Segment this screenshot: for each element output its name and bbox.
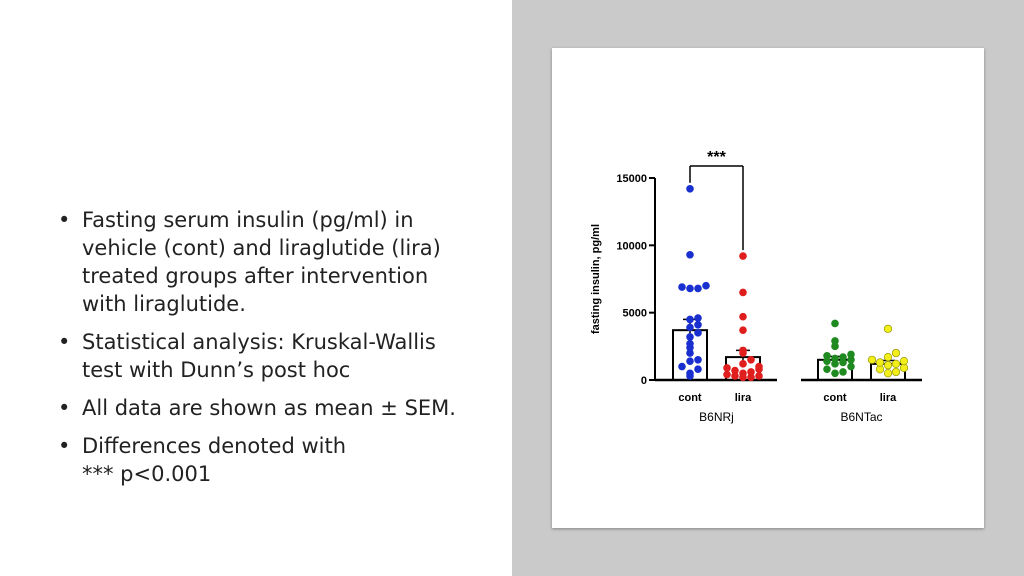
y-tick-label: 5000 <box>623 308 647 320</box>
bullet-item: Differences denoted with *** p<0.001 <box>58 432 478 488</box>
data-point <box>739 312 747 321</box>
y-tick-label: 15000 <box>616 173 647 185</box>
data-point <box>686 315 694 324</box>
data-point <box>723 370 731 379</box>
data-point <box>875 358 885 367</box>
data-point <box>686 349 694 357</box>
data-point <box>847 350 855 359</box>
data-point <box>686 333 694 341</box>
data-point <box>739 288 747 297</box>
data-point <box>686 323 694 332</box>
data-point <box>831 342 839 351</box>
x-tick-label: lira <box>735 392 752 404</box>
data-point <box>731 372 739 380</box>
data-point <box>891 359 901 368</box>
data-point <box>755 362 763 371</box>
bullet-item: All data are shown as mean ± SEM. <box>58 394 478 422</box>
data-point <box>739 326 747 334</box>
data-point <box>831 337 839 345</box>
data-point <box>839 353 847 361</box>
data-point <box>883 361 893 370</box>
data-point <box>686 339 694 348</box>
data-point <box>731 366 739 375</box>
data-point <box>891 367 901 377</box>
y-tick-label: 10000 <box>616 240 647 252</box>
data-point <box>694 329 702 337</box>
data-point <box>823 357 831 365</box>
bullet-item: Statistical analysis: Kruskal-Wallis tes… <box>58 328 478 384</box>
data-point <box>847 356 855 364</box>
data-point <box>831 369 839 378</box>
x-tick-label: lira <box>880 392 897 404</box>
text-panel: Fasting serum insulin (pg/ml) in vehicle… <box>0 0 512 576</box>
x-tick-label: cont <box>823 392 847 404</box>
chart-card: 0 5000 10000 15000 fasting insulin, pg/ml B6N… <box>552 48 984 528</box>
data-point <box>883 353 893 362</box>
data-point <box>747 373 755 382</box>
data-point <box>678 362 686 371</box>
data-point <box>739 369 747 378</box>
data-point <box>694 314 702 322</box>
group-label: B6NRj <box>699 410 734 424</box>
data-point <box>686 184 694 193</box>
data-point <box>686 284 694 293</box>
y-tick-label: 0 <box>641 375 647 387</box>
data-point <box>686 250 694 259</box>
data-point <box>739 252 747 260</box>
x-tick-label: cont <box>678 392 702 404</box>
data-point <box>686 369 694 378</box>
bullet-list: Fasting serum insulin (pg/ml) in vehicle… <box>58 206 478 498</box>
data-point <box>823 365 831 374</box>
data-point <box>839 368 847 376</box>
data-point <box>839 358 847 367</box>
data-point <box>739 346 747 355</box>
data-point <box>723 364 731 372</box>
group-label: B6NTac <box>840 410 882 424</box>
data-point <box>755 372 763 380</box>
data-point <box>686 357 694 365</box>
insulin-chart: 0 5000 10000 15000 fasting insulin, pg/ml B6N… <box>590 149 922 424</box>
data-point <box>694 284 702 293</box>
data-point <box>883 324 893 333</box>
data-point <box>823 351 831 360</box>
data-point <box>847 362 855 371</box>
data-point <box>747 368 755 376</box>
data-point <box>678 283 686 291</box>
data-point <box>867 355 877 364</box>
significance-label: *** <box>707 149 726 166</box>
data-point <box>883 369 893 378</box>
data-point <box>702 281 710 290</box>
data-point <box>831 319 839 328</box>
data-point <box>694 356 702 364</box>
data-point <box>891 348 901 358</box>
data-point <box>747 356 755 364</box>
data-point <box>694 320 702 329</box>
data-point <box>831 354 839 363</box>
data-point <box>831 360 839 368</box>
bullet-item: Fasting serum insulin (pg/ml) in vehicle… <box>58 206 478 318</box>
data-point <box>694 365 702 374</box>
data-point <box>899 357 909 366</box>
data-point <box>739 360 747 368</box>
y-axis-label: fasting insulin, pg/ml <box>590 224 602 334</box>
